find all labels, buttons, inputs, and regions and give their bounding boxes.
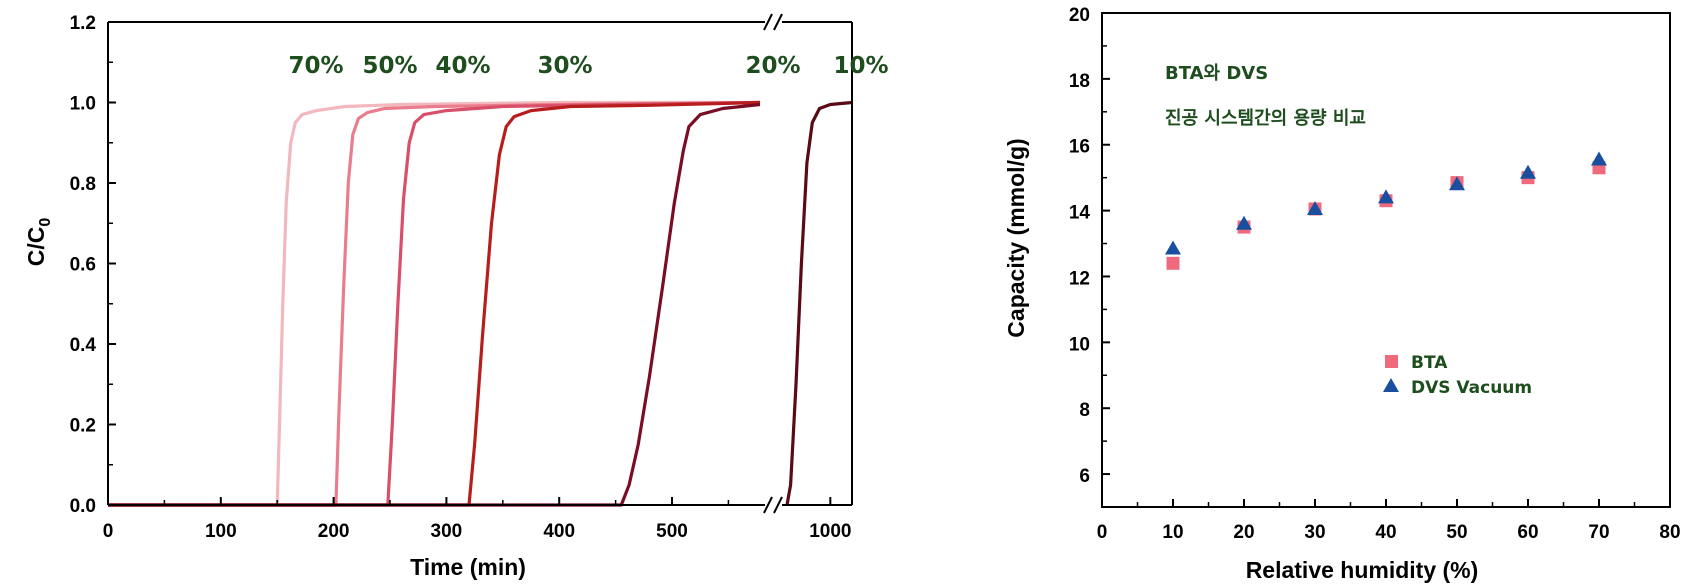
axis-break-mark xyxy=(773,13,783,31)
breakthrough-curves xyxy=(108,100,853,507)
right-plot-border xyxy=(1101,12,1671,508)
left-x-axis-title: Time (min) xyxy=(410,554,526,580)
curve-30% xyxy=(108,100,761,507)
left-y-ticks: 0.0 0.2 0.4 0.6 0.8 1.0 1.2 xyxy=(70,13,116,517)
legend-dvs-label: DVS Vacuum xyxy=(1411,378,1532,398)
breakthrough-chart: 0.0 0.2 0.4 0.6 0.8 1.0 1.2 0 100 200 300 400 500 10… xyxy=(23,13,889,580)
capacity-points xyxy=(1165,151,1607,270)
left-x-tick-label: 1000 xyxy=(809,521,851,542)
left-y-axis-title-sub: 0 xyxy=(37,218,54,227)
dvs-vacuum-point xyxy=(1520,164,1536,179)
right-plot-frame xyxy=(1101,12,1671,508)
bta-point xyxy=(1166,256,1180,270)
axis-break-mark xyxy=(763,13,773,31)
right-x-axis-title: Relative humidity (%) xyxy=(1246,557,1479,583)
right-x-tick-label: 50 xyxy=(1446,522,1467,543)
left-y-axis-title-main: C/C xyxy=(23,227,49,267)
dvs-vacuum-point xyxy=(1449,176,1465,191)
left-x-tick-label: 100 xyxy=(205,521,237,542)
curve-20% xyxy=(108,102,761,507)
legend-bta-label: BTA xyxy=(1411,353,1448,373)
curve-40% xyxy=(108,100,761,507)
left-x-tick-label: 0 xyxy=(103,521,114,542)
left-y-axis-title: C/C0 xyxy=(23,218,54,267)
series-label-10%: 10% xyxy=(833,53,888,79)
right-y-tick-label: 16 xyxy=(1069,137,1090,158)
left-y-tick-label: 1.2 xyxy=(70,13,96,34)
curve-50% xyxy=(108,100,761,507)
right-y-tick-label: 20 xyxy=(1069,5,1090,26)
left-plot-frame xyxy=(107,13,853,514)
dvs-vacuum-point xyxy=(1307,200,1323,215)
dvs-vacuum-point xyxy=(1591,151,1607,166)
right-x-tick-label: 20 xyxy=(1233,522,1254,543)
left-x-ticks: 0 100 200 300 400 500 1000 xyxy=(103,497,851,542)
dvs-vacuum-point xyxy=(1378,189,1394,204)
left-y-tick-label: 0.0 xyxy=(70,496,96,517)
right-y-tick-label: 6 xyxy=(1079,466,1090,487)
left-x-tick-label: 500 xyxy=(656,521,688,542)
capacity-legend: BTA DVS Vacuum xyxy=(1383,353,1532,398)
right-x-tick-label: 70 xyxy=(1588,522,1609,543)
right-y-tick-label: 12 xyxy=(1069,268,1090,289)
left-y-tick-label: 1.0 xyxy=(70,94,96,115)
legend-bta-marker xyxy=(1385,355,1398,368)
curve-10%-after-break xyxy=(785,100,853,506)
legend-dvs-marker xyxy=(1383,378,1399,392)
curve-70% xyxy=(108,100,760,507)
right-y-tick-label: 18 xyxy=(1069,71,1090,92)
series-label-50%: 50% xyxy=(362,53,417,79)
series-percent-labels: 70% 50% 40% 30% 20% 10% xyxy=(288,53,888,79)
left-x-tick-label: 400 xyxy=(543,521,575,542)
series-label-40%: 40% xyxy=(435,53,490,79)
series-label-30%: 30% xyxy=(537,53,592,79)
capacity-chart: 6 8 10 12 14 16 18 20 0 10 20 30 40 50 60 70 80 BTA DVS … xyxy=(1003,5,1681,583)
right-y-axis-title: Capacity (mmol/g) xyxy=(1003,138,1029,337)
right-x-tick-label: 60 xyxy=(1517,522,1538,543)
right-x-tick-label: 0 xyxy=(1097,522,1108,543)
annotation-line-1: BTA와 DVS xyxy=(1165,63,1268,84)
right-x-tick-label: 40 xyxy=(1375,522,1396,543)
series-label-70%: 70% xyxy=(288,53,343,79)
series-label-20%: 20% xyxy=(745,53,800,79)
axis-break-mark xyxy=(773,496,783,514)
left-y-tick-label: 0.6 xyxy=(70,255,96,276)
right-y-tick-label: 14 xyxy=(1069,203,1091,224)
dvs-vacuum-point xyxy=(1165,240,1181,255)
right-x-tick-label: 80 xyxy=(1659,522,1680,543)
right-y-ticks: 6 8 10 12 14 16 18 20 xyxy=(1069,5,1110,508)
left-y-tick-label: 0.2 xyxy=(70,416,96,437)
right-x-ticks: 0 10 20 30 40 50 60 70 80 xyxy=(1097,499,1681,543)
left-x-tick-label: 300 xyxy=(431,521,463,542)
axis-break-mark xyxy=(763,496,773,514)
left-y-tick-label: 0.4 xyxy=(70,335,97,356)
right-y-tick-label: 8 xyxy=(1079,400,1090,421)
annotation-line-2: 진공 시스템간의 용량 비교 xyxy=(1165,108,1366,129)
left-x-tick-label: 200 xyxy=(318,521,350,542)
left-y-tick-label: 0.8 xyxy=(70,174,96,195)
right-y-tick-label: 10 xyxy=(1069,334,1090,355)
right-x-tick-label: 10 xyxy=(1162,522,1183,543)
right-x-tick-label: 30 xyxy=(1304,522,1325,543)
dvs-vacuum-point xyxy=(1236,215,1252,230)
